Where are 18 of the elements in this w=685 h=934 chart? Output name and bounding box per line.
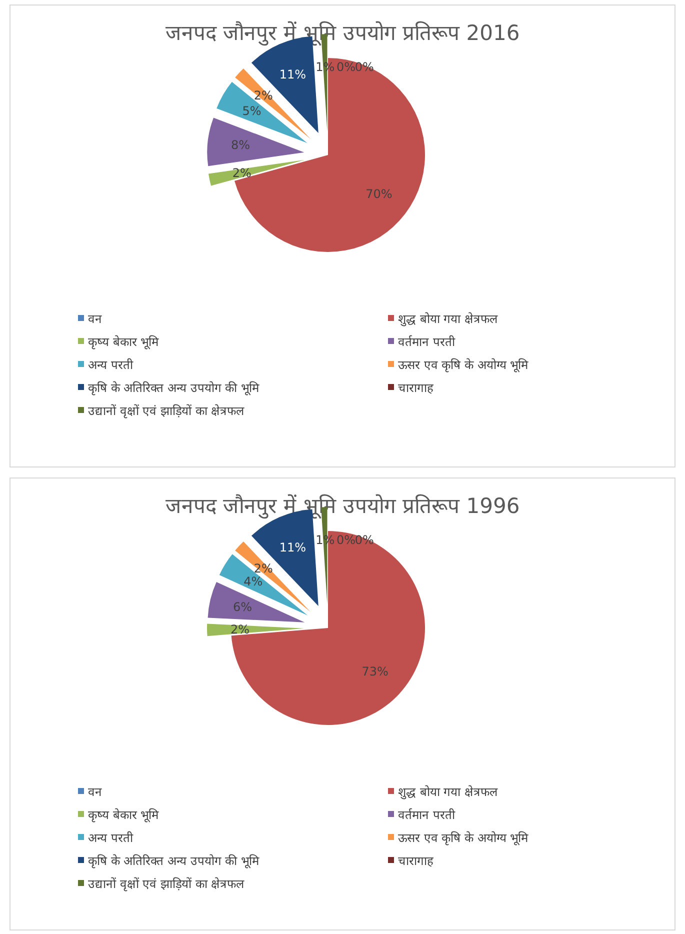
legend-label: चारागाह (398, 854, 434, 868)
legend-label: कृष्य बेकार भूमि (88, 335, 160, 350)
legend-label: अन्य परती (88, 358, 134, 372)
legend-label: कृष्य बेकार भूमि (88, 808, 160, 823)
legend-label: वर्तमान परती (398, 808, 456, 822)
legend-label: ऊसर एव कृषि के अयोग्य भूमि (398, 831, 530, 846)
legend-label: उद्यानों वृक्षों एवं झाड़ियों का क्षेत्रफल (88, 404, 246, 419)
legend-label: ऊसर एव कृषि के अयोग्य भूमि (398, 358, 530, 373)
legend-label: अन्य परती (88, 831, 134, 845)
legend-label: शुद्ध बोया गया क्षेत्रफल (398, 785, 498, 800)
legend-label: वन (88, 785, 102, 799)
legend-label: शुद्ध बोया गया क्षेत्रफल (398, 312, 498, 327)
legend-label: कृषि के अतिरिक्त अन्य उपयोग की भूमि (88, 854, 260, 869)
legend-label: चारागाह (398, 381, 434, 395)
legend-label: उद्यानों वृक्षों एवं झाड़ियों का क्षेत्रफल (88, 877, 246, 892)
legend-label: वर्तमान परती (398, 335, 456, 349)
legend-label: वन (88, 312, 102, 326)
legend-label: कृषि के अतिरिक्त अन्य उपयोग की भूमि (88, 381, 260, 396)
